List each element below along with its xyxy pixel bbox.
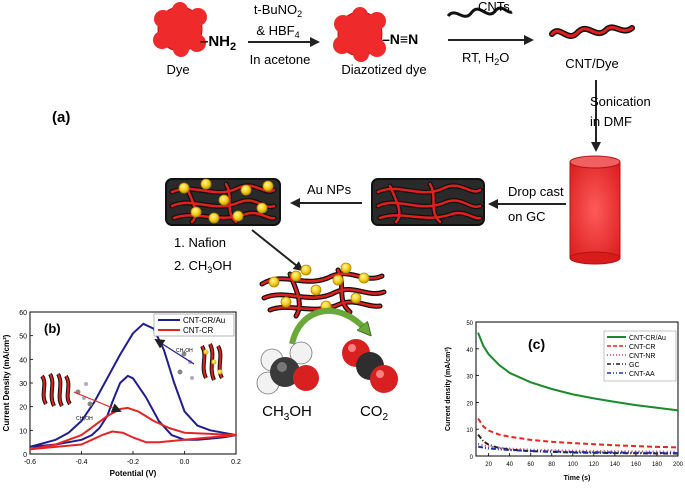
methanol-molecule	[256, 341, 319, 395]
reagent-line3: In acetone	[250, 52, 311, 67]
chart-c-panel-label: (c)	[528, 336, 545, 352]
chart-b: -0.6 -0.4 -0.2 0.0 0.2 0 10 20 30 40 50 60 (b) Pote…	[2, 310, 241, 478]
sonication-line1: Sonication	[590, 94, 651, 109]
inset-molecules-right: CH₃OH	[176, 348, 194, 380]
cnt-film-electrode	[371, 178, 485, 226]
chart-c-ytick-label: 0	[470, 455, 474, 461]
chart-b-xtick-label: -0.2	[127, 459, 139, 466]
chart-c-xtick-label: 160	[631, 462, 642, 468]
chart-c-ylabel: Current density (mA/cm²)	[445, 347, 452, 431]
aunps-label: Au NPs	[307, 182, 352, 197]
legend-c-4: CNT-AA	[629, 371, 655, 378]
chart-b-ytick-label: 30	[19, 381, 27, 388]
chart-b-ylabel: Current Density (mA/cm²)	[2, 334, 11, 431]
legend-label-cnt-cr: CNT-CR	[183, 326, 213, 335]
chart-c-xtick-label: 180	[652, 462, 663, 468]
panel-a-label: (a)	[52, 109, 70, 126]
methanol-label: CH3OH	[262, 403, 312, 423]
legend-c-2: CNT-NR	[629, 353, 655, 360]
nafion-label: 1. Nafion	[174, 235, 226, 250]
svg-text:CH₃OH: CH₃OH	[176, 348, 193, 354]
chart-c-series-1-line	[477, 417, 679, 449]
chart-b-ytick-label: 60	[19, 310, 27, 317]
legend-c-0: CNT-CR/Au	[629, 335, 666, 342]
chart-c: 20 40 60 80 100 120 140 160 180 200 0 10 20 30 40 50 (c…	[445, 321, 684, 482]
chart-c-series-2-line	[477, 442, 679, 453]
chart-c-ytick-label: 40	[466, 348, 473, 354]
co2-label: CO2	[360, 403, 389, 423]
chart-c-ticks: 20 40 60 80 100 120 140 160 180 200 0 10 20 30 40 50	[466, 321, 683, 468]
chart-c-ytick-label: 10	[466, 428, 473, 434]
chart-b-xtick-label: 0.2	[231, 459, 241, 466]
legend-c-3: GC	[629, 362, 640, 369]
chart-b-legend: CNT-CR/Au CNT-CR	[153, 313, 235, 337]
cnts-label: CNTs	[478, 0, 510, 14]
chart-c-ytick-label: 20	[466, 401, 473, 407]
inset-cnt-bundle-left	[40, 372, 72, 408]
chart-b-ytick-label: 20	[19, 405, 27, 412]
dye-molecule	[153, 2, 207, 57]
reagent-line2: & HBF4	[256, 23, 299, 40]
chart-c-xtick-label: 120	[589, 462, 600, 468]
chart-b-panel-label: (b)	[44, 321, 61, 336]
cnt-au-film-electrode	[165, 178, 281, 226]
chart-c-xtick-label: 20	[485, 462, 492, 468]
catalyst-network	[259, 262, 387, 319]
chart-c-series-3-line	[477, 433, 679, 455]
chart-b-xtick-label: -0.6	[24, 459, 36, 466]
chart-b-xtick-label: -0.4	[75, 459, 87, 466]
dropcast-line2: on GC	[508, 209, 546, 224]
reagent-line1: t-BuNO2	[254, 2, 302, 19]
inset-arrow-left	[73, 391, 122, 413]
diazotized-dye-label: Diazotized dye	[341, 62, 426, 77]
oxidation-arrow	[289, 308, 366, 345]
chart-c-legend: CNT-CR/Au CNT-CR CNT-NR GC CNT-AA	[603, 330, 677, 382]
chart-c-xlabel: Time (s)	[564, 475, 591, 482]
chart-c-xtick-label: 80	[548, 462, 555, 468]
chart-b-ytick-label: 10	[19, 428, 27, 435]
diazotized-dye-molecule	[333, 7, 386, 62]
grafting-conditions: RT, H2O	[462, 50, 509, 67]
sonication-line2: in DMF	[590, 114, 632, 129]
methanol-step-label: 2. CH3OH	[174, 258, 232, 275]
chart-c-series	[477, 332, 679, 455]
dye-label: Dye	[166, 62, 189, 77]
chart-b-ytick-label: 40	[19, 357, 27, 364]
chart-c-ytick-label: 30	[466, 375, 473, 381]
chart-c-xtick-label: 200	[673, 462, 684, 468]
dropcast-line1: Drop cast	[508, 184, 564, 199]
co2-molecule	[342, 339, 398, 393]
chart-c-series-0-line	[477, 332, 679, 412]
chart-b-series	[29, 322, 237, 451]
chart-b-ytick-label: 50	[19, 334, 27, 341]
amine-group: –NH2	[200, 33, 236, 53]
diazonium-group: –N≡N	[382, 31, 418, 47]
cnt-dye-label: CNT/Dye	[565, 56, 618, 71]
chart-c-xtick-label: 60	[527, 462, 534, 468]
legend-label-cnt-cr-au: CNT-CR/Au	[183, 316, 225, 325]
legend-c-1: CNT-CR	[629, 344, 655, 351]
inset-cnt-bundle-right	[200, 343, 224, 381]
chart-c-xtick-label: 140	[610, 462, 621, 468]
dmf-beaker	[569, 155, 621, 265]
chart-c-xtick-label: 100	[568, 462, 579, 468]
chart-b-ticks: -0.6 -0.4 -0.2 0.0 0.2 0 10 20 30 40 50 60	[19, 310, 241, 466]
chart-b-series-1-line	[29, 406, 237, 451]
chart-b-ytick-label: 0	[23, 452, 27, 459]
chart-c-series-4-line	[477, 445, 679, 455]
chart-b-series-0-line	[29, 322, 237, 448]
svg-text:CH₃OH: CH₃OH	[76, 416, 93, 422]
chart-b-xlabel: Potential (V)	[110, 469, 157, 478]
inset-arrow-right	[154, 338, 195, 365]
chart-b-xtick-label: 0.0	[180, 459, 190, 466]
chart-c-ytick-label: 50	[466, 321, 473, 327]
arrow-to-electrode	[251, 229, 304, 272]
cnts-squiggle	[446, 6, 513, 18]
chart-c-xtick-label: 40	[506, 462, 513, 468]
